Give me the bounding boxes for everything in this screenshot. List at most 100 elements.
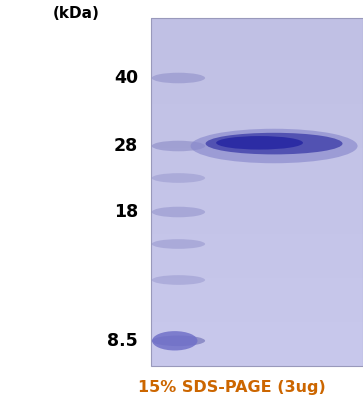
Bar	[151, 204, 363, 206]
Bar	[151, 44, 363, 46]
Bar	[151, 50, 363, 53]
Bar	[151, 350, 363, 352]
Bar	[151, 215, 363, 218]
Bar	[151, 122, 363, 125]
Bar	[151, 155, 363, 157]
Bar	[151, 336, 363, 338]
Text: 18: 18	[114, 203, 138, 221]
Bar	[151, 280, 363, 282]
Bar	[151, 102, 363, 104]
Ellipse shape	[152, 331, 197, 350]
Bar	[151, 25, 363, 27]
Bar	[151, 285, 363, 287]
Bar	[151, 185, 363, 187]
Bar	[151, 162, 363, 164]
Bar	[151, 308, 363, 310]
Bar	[151, 125, 363, 127]
Bar	[151, 88, 363, 90]
Bar	[151, 116, 363, 118]
Bar	[151, 58, 363, 60]
Bar	[151, 111, 363, 113]
Bar	[151, 271, 363, 273]
Bar	[151, 201, 363, 204]
Bar	[151, 259, 363, 262]
Bar	[151, 210, 363, 213]
Bar	[151, 81, 363, 83]
Bar	[151, 171, 363, 174]
Bar	[151, 229, 363, 232]
Bar	[151, 150, 363, 152]
Bar	[151, 331, 363, 334]
Bar	[151, 364, 363, 366]
Bar	[151, 39, 363, 41]
Bar	[151, 166, 363, 169]
Bar	[151, 152, 363, 155]
Bar	[151, 273, 363, 276]
Bar	[151, 183, 363, 185]
Text: 8.5: 8.5	[107, 332, 138, 350]
Bar	[151, 329, 363, 331]
Bar	[151, 76, 363, 78]
Bar	[151, 180, 363, 183]
Bar	[151, 169, 363, 171]
Text: 40: 40	[114, 69, 138, 87]
Bar	[151, 60, 363, 62]
Bar	[151, 118, 363, 120]
Bar	[151, 359, 363, 361]
Bar	[151, 299, 363, 301]
Bar	[151, 245, 363, 248]
Bar	[151, 129, 363, 132]
Ellipse shape	[152, 207, 205, 217]
Ellipse shape	[152, 239, 205, 249]
Bar	[151, 222, 363, 224]
Bar	[151, 67, 363, 69]
Bar	[151, 290, 363, 292]
Bar	[151, 32, 363, 34]
Bar	[151, 92, 363, 94]
Bar	[151, 62, 363, 64]
Bar	[151, 257, 363, 259]
Bar	[151, 361, 363, 364]
Bar	[151, 85, 363, 88]
Bar	[151, 345, 363, 348]
Bar	[151, 194, 363, 197]
Bar	[151, 262, 363, 264]
Bar	[151, 208, 363, 210]
Bar	[151, 97, 363, 99]
Bar	[151, 106, 363, 108]
Bar	[151, 148, 363, 150]
Bar	[151, 46, 363, 48]
Bar	[151, 227, 363, 229]
Bar	[151, 255, 363, 257]
Bar	[151, 48, 363, 50]
Bar	[151, 292, 363, 294]
Bar	[151, 27, 363, 30]
Bar	[151, 315, 363, 317]
Bar	[151, 120, 363, 122]
Bar	[151, 320, 363, 322]
Bar	[151, 352, 363, 354]
Bar	[151, 199, 363, 201]
Bar	[151, 164, 363, 166]
Bar	[151, 74, 363, 76]
Ellipse shape	[152, 336, 205, 346]
Bar	[151, 64, 363, 67]
Bar	[151, 250, 363, 252]
Bar	[151, 99, 363, 102]
Bar	[151, 348, 363, 350]
Bar	[151, 190, 363, 192]
Bar	[151, 236, 363, 238]
Bar	[151, 326, 363, 329]
Bar	[151, 287, 363, 290]
Bar	[151, 232, 363, 234]
Bar	[151, 224, 363, 227]
Bar	[151, 34, 363, 36]
Ellipse shape	[205, 133, 343, 154]
Bar	[151, 213, 363, 215]
Bar	[151, 294, 363, 296]
Bar	[151, 53, 363, 55]
Ellipse shape	[152, 141, 205, 151]
Bar	[151, 218, 363, 220]
Bar	[151, 23, 363, 25]
Bar	[151, 317, 363, 320]
